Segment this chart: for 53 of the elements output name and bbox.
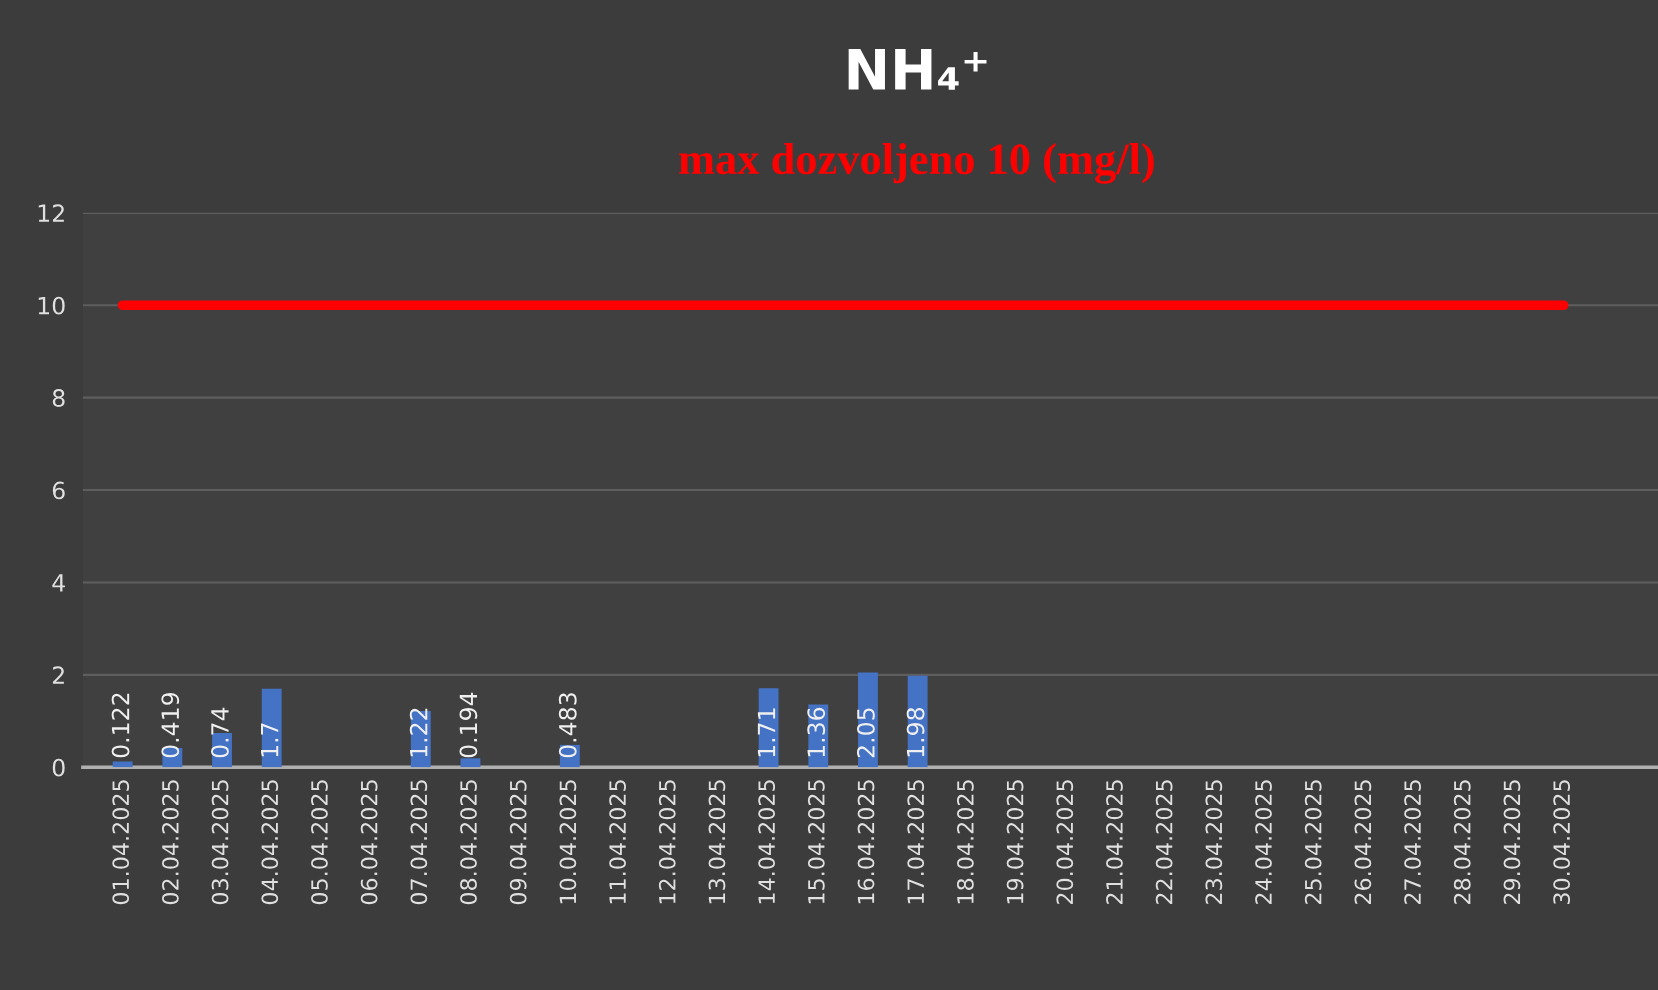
bar — [261, 688, 282, 768]
x-tick-label: 06.04.2025 — [360, 780, 378, 905]
x-tick-label: 14.04.2025 — [758, 780, 776, 904]
x-tick-label: 21.04.2025 — [1106, 780, 1123, 904]
data-label: 1.71 — [757, 708, 776, 757]
data-label: 0.122 — [111, 693, 130, 758]
bar — [460, 758, 481, 768]
y-tick-label: 12 — [38, 204, 64, 222]
chart-subtitle: max dozvoljeno 10 (mg/l) — [679, 143, 1154, 184]
x-tick-label: 20.04.2025 — [1056, 780, 1074, 904]
x-tick-label: 25.04.2025 — [1304, 780, 1322, 904]
data-label: 0.419 — [161, 692, 180, 758]
data-label: 2.05 — [856, 708, 875, 758]
y-tick-label: 10 — [38, 296, 65, 315]
x-tick-label: 03.04.2025 — [211, 780, 229, 905]
x-tick-label: 13.04.2025 — [708, 780, 726, 904]
x-tick-label: 08.04.2025 — [460, 780, 477, 905]
x-tick-label: 22.04.2025 — [1155, 780, 1173, 904]
data-label: 0.74 — [211, 707, 229, 758]
x-tick-label: 30.04.2025 — [1553, 780, 1571, 904]
data-label: 1.36 — [807, 707, 826, 757]
x-tick-label: 19.04.2025 — [1006, 780, 1024, 904]
x-tick-label: 15.04.2025 — [807, 780, 825, 904]
x-tick-label: 18.04.2025 — [956, 780, 974, 904]
x-tick-label: 04.04.2025 — [261, 780, 279, 905]
x-tick-label: 16.04.2025 — [857, 780, 875, 904]
data-label: 1.7 — [261, 723, 279, 757]
x-tick-label: 11.04.2025 — [609, 780, 626, 904]
x-tick-label: 12.04.2025 — [658, 780, 676, 904]
chart-title: NH₄⁺ — [848, 49, 987, 90]
x-tick-label: 29.04.2025 — [1503, 780, 1521, 904]
data-label: 0.483 — [558, 693, 577, 758]
x-tick-label: 28.04.2025 — [1453, 780, 1471, 904]
data-label: 0.194 — [459, 692, 478, 758]
x-tick-label: 23.04.2025 — [1205, 780, 1223, 904]
data-label: 1.98 — [906, 707, 925, 757]
x-tick-label: 02.04.2025 — [161, 780, 179, 905]
y-tick-label: 6 — [52, 481, 65, 500]
y-tick-label: 0 — [52, 758, 65, 777]
y-tick-label: 8 — [52, 389, 65, 407]
x-tick-label: 05.04.2025 — [311, 780, 328, 905]
x-tick-label: 10.04.2025 — [559, 780, 577, 904]
data-label: 1.22 — [409, 708, 428, 757]
x-tick-label: 09.04.2025 — [509, 780, 527, 905]
x-tick-label: 07.04.2025 — [410, 780, 428, 905]
x-tick-label: 26.04.2025 — [1354, 780, 1372, 904]
x-tick-label: 24.04.2025 — [1255, 780, 1272, 904]
x-tick-label: 01.04.2025 — [112, 780, 130, 905]
x-tick-label: 27.04.2025 — [1404, 780, 1421, 904]
y-tick-label: 2 — [52, 666, 64, 684]
bar — [758, 688, 779, 768]
y-tick-label: 4 — [52, 574, 65, 592]
x-tick-label: 17.04.2025 — [907, 780, 925, 904]
